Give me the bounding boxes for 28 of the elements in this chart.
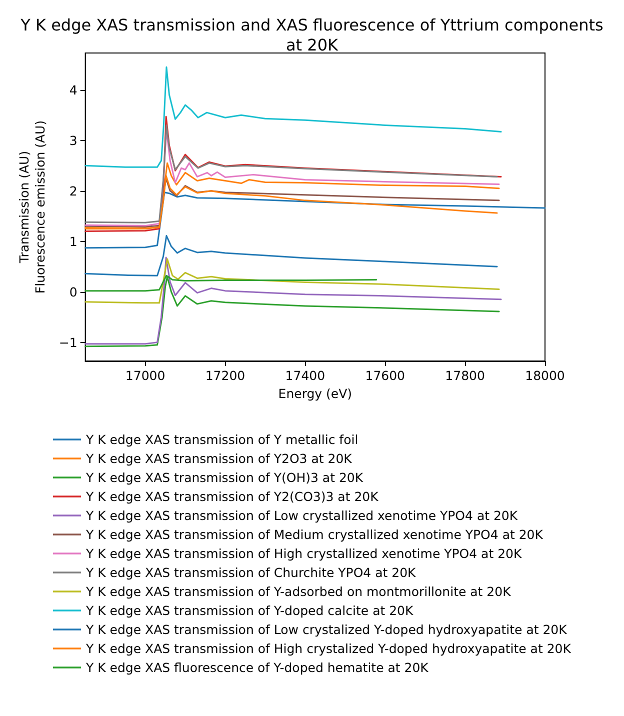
x-axis-title: Energy (eV) — [278, 386, 352, 401]
legend-label: Y K edge XAS transmission of Low crystalized Y-doped hydroxyapatite at 20K — [85, 622, 568, 637]
x-tick-label: 17400 — [285, 368, 326, 383]
legend-label: Y K edge XAS transmission of Y metallic foil — [85, 432, 358, 447]
legend-label: Y K edge XAS transmission of Y-adsorbed on montmorillonite at 20K — [85, 584, 512, 599]
y-tick-label: 2 — [69, 183, 78, 198]
x-tick-label: 17200 — [205, 368, 246, 383]
legend-label: Y K edge XAS transmission of Y2(CO3)3 at 20K — [85, 489, 380, 504]
x-tick-label: 17800 — [445, 368, 485, 383]
x-tick-label: 17600 — [365, 368, 406, 383]
legend-label: Y K edge XAS transmission of Y2O3 at 20K — [85, 451, 353, 466]
y-tick-label: 0 — [69, 284, 78, 300]
legend-label: Y K edge XAS transmission of High crystalized Y-doped hydroxyapatite at 20K — [85, 641, 572, 656]
x-tick-label: 17000 — [125, 368, 166, 383]
legend-label: Y K edge XAS transmission of Y(OH)3 at 20K — [85, 470, 364, 485]
legend-label: Y K edge XAS transmission of Y-doped calcite at 20K — [85, 603, 414, 618]
x-tick-label: 18000 — [525, 368, 565, 383]
legend-label: Y K edge XAS transmission of Low crystallized xenotime YPO4 at 20K — [85, 508, 518, 523]
legend-label: Y K edge XAS transmission of Medium crystallized xenotime YPO4 at 20K — [85, 527, 544, 542]
y-tick-label: 4 — [69, 82, 78, 98]
y-tick-label: 1 — [69, 234, 78, 249]
chart-title: Y K edge XAS transmission and XAS fluorescence of Yttrium components at 20K — [20, 16, 604, 54]
legend-label: Y K edge XAS fluorescence of Y-doped hematite at 20K — [85, 660, 430, 675]
y-tick-label: 3 — [69, 132, 78, 148]
legend-label: Y K edge XAS transmission of Churchite YPO4 at 20K — [85, 565, 417, 580]
y-axis-title: Transmission (AU) Fluorescence emission (AU) — [16, 120, 48, 294]
y-tick-label: −1 — [58, 334, 78, 350]
legend-label: Y K edge XAS transmission of High crystallized xenotime YPO4 at 20K — [85, 546, 522, 561]
